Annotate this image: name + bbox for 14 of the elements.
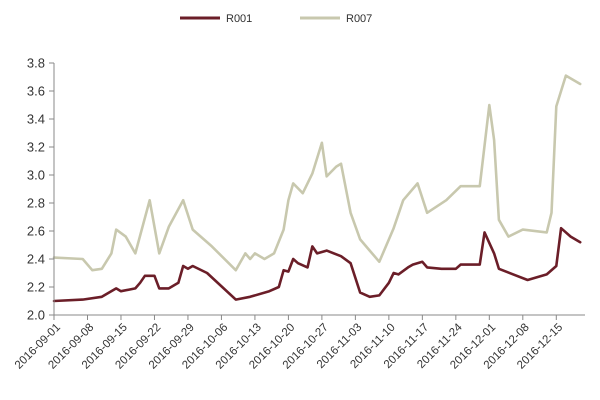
y-tick-label: 2.8 (26, 196, 45, 211)
line-series (52, 74, 582, 272)
y-tick-label: 3.4 (26, 112, 45, 127)
y-tick-label: 2.2 (26, 280, 45, 295)
y-tick-label: 3.8 (26, 56, 45, 71)
legend-label: R007 (346, 12, 372, 25)
line-series (52, 226, 582, 302)
y-tick-label: 3.2 (26, 140, 45, 155)
y-tick-label: 3.0 (26, 168, 45, 183)
legend-label: R001 (226, 12, 252, 25)
y-tick-label: 2.4 (26, 252, 45, 267)
y-tick-label: 2.0 (26, 308, 45, 323)
y-tick-label: 3.6 (26, 84, 45, 99)
y-tick-label: 2.6 (26, 224, 45, 239)
